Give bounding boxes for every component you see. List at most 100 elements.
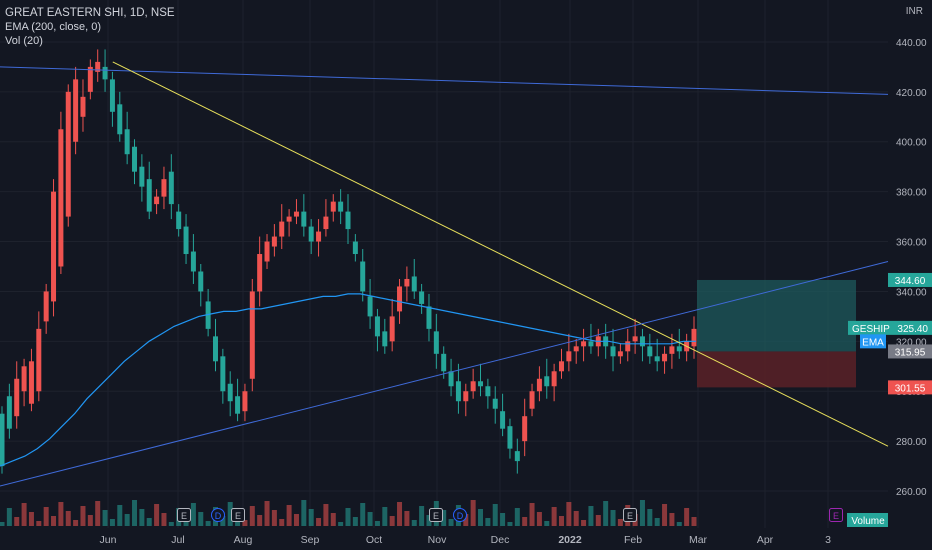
volume-bar bbox=[382, 507, 388, 526]
event-marker: D bbox=[211, 508, 225, 522]
price-label-bg bbox=[860, 334, 886, 349]
marker-label: D bbox=[457, 511, 464, 521]
volume-bar bbox=[316, 518, 322, 526]
candle-body bbox=[249, 291, 255, 379]
time-axis[interactable]: Jun Jul Aug Sep Oct Nov Dec 2022 Feb Mar Apr 3 bbox=[100, 534, 832, 546]
marker-shape bbox=[231, 508, 245, 522]
y-tick-label: 400.00 bbox=[896, 138, 927, 149]
candle-body bbox=[139, 166, 145, 187]
price-label-bg bbox=[888, 344, 932, 359]
candle-body bbox=[352, 241, 358, 255]
candle-body bbox=[286, 216, 292, 222]
volume-bar bbox=[0, 522, 5, 526]
volume-bar bbox=[595, 515, 601, 526]
volume-bar bbox=[323, 504, 329, 526]
trendlines[interactable] bbox=[0, 61, 889, 487]
volume-bar bbox=[514, 508, 520, 526]
candle-body bbox=[522, 416, 528, 442]
volume-bar bbox=[478, 509, 484, 526]
volume-bar bbox=[286, 505, 292, 526]
volume-badge-label: Volume bbox=[851, 516, 885, 527]
candle-body bbox=[573, 346, 579, 352]
price-label: 301.55 bbox=[888, 380, 932, 395]
candle-body bbox=[183, 226, 189, 255]
volume-bar bbox=[6, 508, 12, 526]
volume-bar bbox=[338, 522, 344, 526]
volume-bar bbox=[581, 520, 587, 526]
candle-body bbox=[544, 376, 550, 387]
volume-bar bbox=[463, 514, 469, 526]
candle-body bbox=[581, 341, 587, 347]
event-marker: E bbox=[429, 508, 443, 522]
candle-body bbox=[161, 179, 167, 197]
candle-body bbox=[345, 211, 351, 230]
chart-grid bbox=[0, 0, 888, 528]
volume-bar bbox=[168, 522, 174, 526]
volume-badge: Volume bbox=[847, 513, 888, 527]
event-markers[interactable]: E D E E D E E Volume bbox=[177, 508, 889, 528]
candle-body bbox=[227, 383, 233, 402]
volume-bar bbox=[109, 519, 115, 526]
volume-bar bbox=[198, 512, 204, 526]
candle-body bbox=[109, 79, 115, 112]
candle-body bbox=[632, 336, 638, 342]
price-label-bg bbox=[888, 272, 932, 287]
event-marker: E bbox=[231, 508, 245, 522]
volume-bar bbox=[95, 501, 101, 526]
candle-body bbox=[426, 306, 432, 329]
volume-bar bbox=[301, 500, 307, 526]
volume-bar bbox=[448, 519, 454, 526]
trade-zones bbox=[697, 279, 856, 388]
volume-bar bbox=[669, 513, 675, 526]
volume-bar bbox=[271, 510, 277, 526]
candle-body bbox=[397, 286, 403, 312]
volume-bar bbox=[330, 513, 336, 526]
volume-bar bbox=[58, 502, 64, 526]
candle-body bbox=[220, 356, 226, 392]
candle-body bbox=[617, 351, 623, 357]
currency-label: INR bbox=[905, 6, 923, 17]
candle-body bbox=[323, 216, 329, 230]
volume-bar bbox=[441, 510, 447, 526]
candle-body bbox=[124, 129, 130, 155]
ema-path bbox=[0, 293, 696, 467]
volume-bar bbox=[419, 506, 425, 526]
volume-bar bbox=[573, 511, 579, 526]
ema-legend[interactable]: EMA (200, close, 0) bbox=[5, 21, 101, 33]
volume-bar bbox=[87, 515, 93, 526]
marker-shape bbox=[211, 508, 225, 522]
candle-body bbox=[65, 91, 71, 217]
marker-label: E bbox=[627, 511, 633, 521]
candle-body bbox=[58, 129, 64, 267]
volume-bar bbox=[684, 508, 690, 526]
volume-bar bbox=[154, 504, 160, 526]
profit-zone bbox=[697, 279, 856, 352]
volume-bar bbox=[522, 517, 528, 526]
candle-body bbox=[87, 66, 93, 92]
volume-bar bbox=[73, 520, 79, 526]
candle-body bbox=[419, 291, 425, 304]
price-label-bg bbox=[848, 320, 932, 335]
candle-body bbox=[625, 341, 631, 352]
x-tick-label: 3 bbox=[825, 534, 831, 546]
price-label: 344.60 bbox=[888, 272, 932, 287]
marker-label: E bbox=[235, 511, 241, 521]
candle-body bbox=[529, 391, 535, 409]
volume-legend[interactable]: Vol (20) bbox=[5, 35, 43, 47]
candle-body bbox=[455, 381, 461, 402]
volume-bar bbox=[588, 506, 594, 526]
symbol-title[interactable]: GREAT EASTERN SHI, 1D, NSE bbox=[5, 7, 175, 19]
volume-bar bbox=[617, 519, 623, 526]
candle-body bbox=[536, 378, 542, 392]
marker-label: D bbox=[215, 511, 222, 521]
candle-body bbox=[51, 191, 57, 302]
trendline-upper-horizontal bbox=[0, 66, 889, 95]
price-label: GESHIP 325.40 bbox=[848, 320, 932, 335]
volume-badge-bg bbox=[847, 513, 888, 527]
volume-bar bbox=[28, 512, 34, 526]
x-tick-label: Mar bbox=[689, 534, 708, 546]
candle-body bbox=[73, 79, 79, 142]
marker-label: E bbox=[833, 511, 839, 521]
x-tick-label: Oct bbox=[366, 534, 382, 546]
